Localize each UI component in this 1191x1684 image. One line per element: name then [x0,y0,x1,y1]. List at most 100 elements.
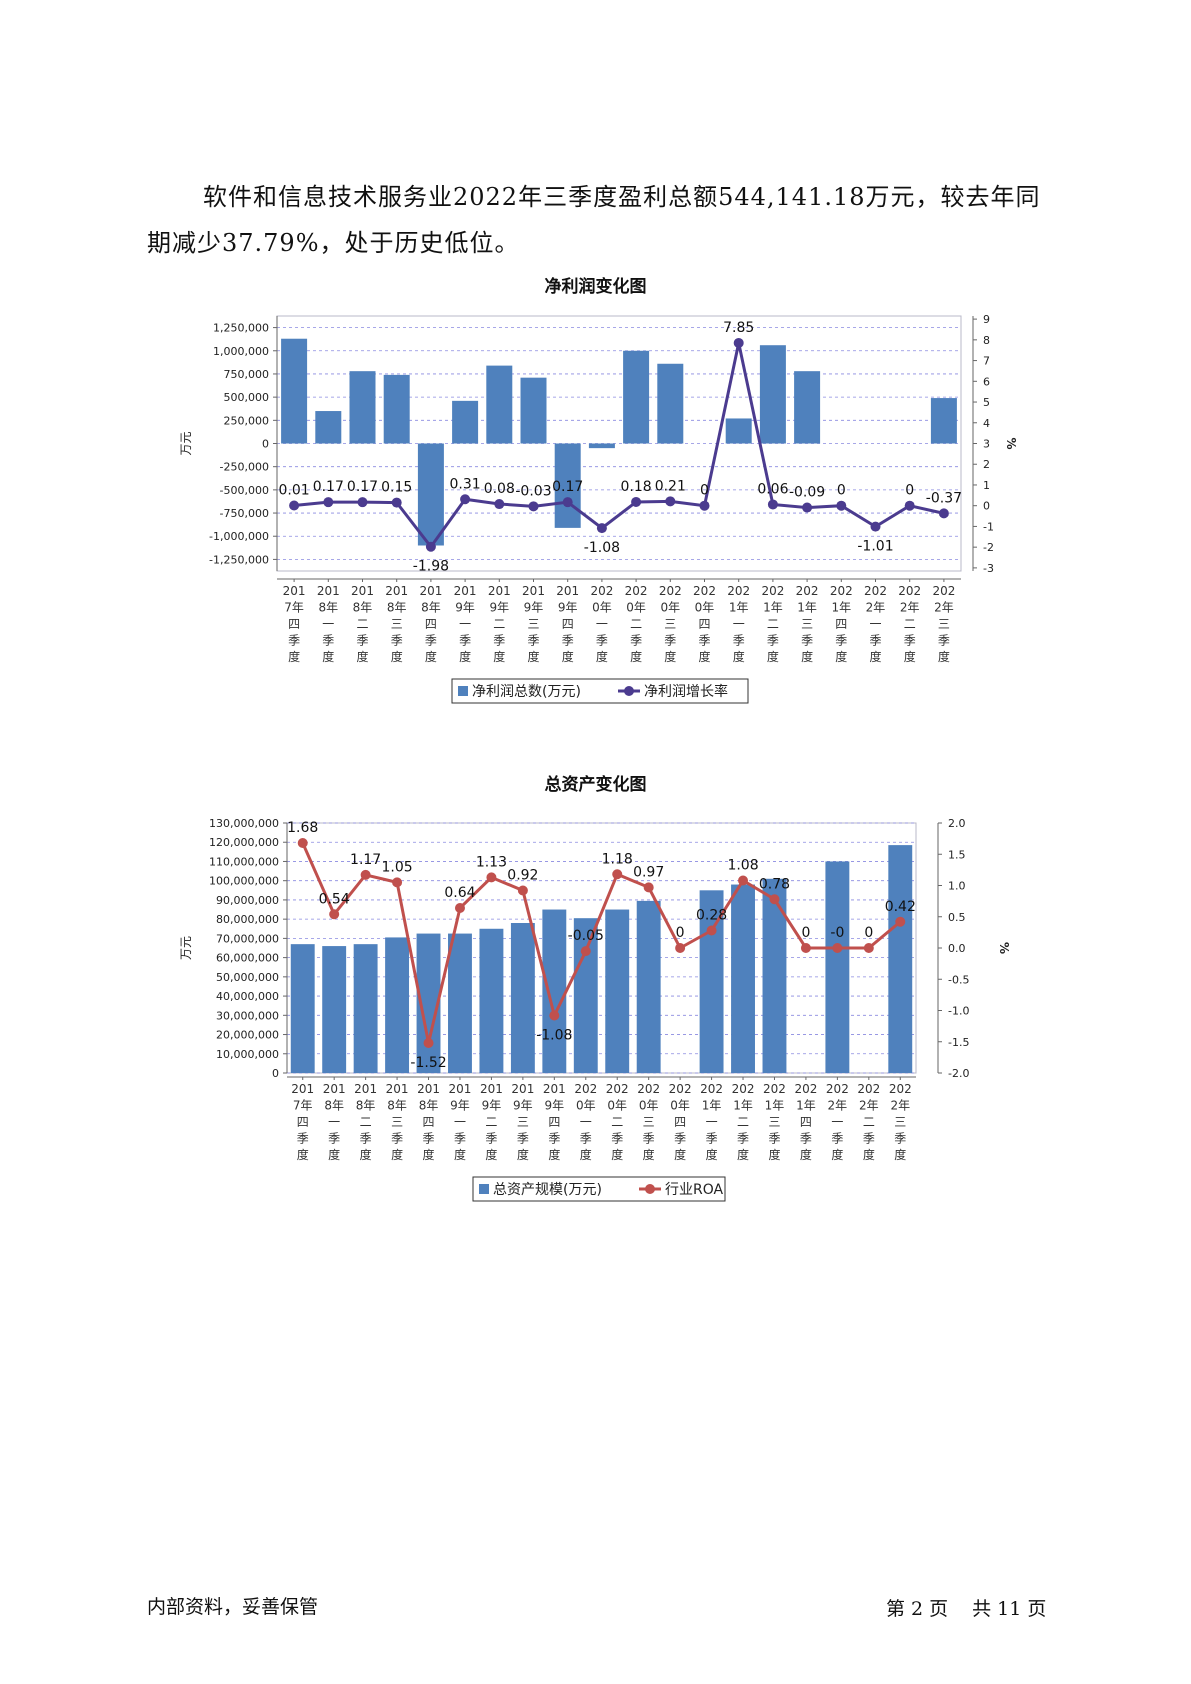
x-tick-label: 1年 [765,1099,785,1113]
x-tick-label: 度 [706,1147,718,1162]
legend-box [451,678,749,704]
line-point [392,877,403,888]
left-tick-label: 10,000,000 [216,1048,279,1061]
line-point [836,500,847,511]
x-tick-label: 8年 [421,601,441,615]
data-label: 0.78 [759,876,790,892]
x-tick-label: 度 [894,1147,906,1162]
x-tick-label: 季 [835,634,847,648]
intro-text: 软件和信息技术服务业2022年三季度盈利总额544,141.18万元，较去年同期… [147,183,1041,257]
data-label: 1.68 [287,820,318,836]
x-tick-label: 季 [328,1132,340,1146]
bar [486,365,513,444]
x-tick-label: 二 [863,1115,875,1129]
data-label: 1.05 [381,859,412,875]
x-tick-label: 一 [831,1115,843,1129]
bar [452,400,479,444]
left-axis-title: 万元 [179,431,193,455]
x-tick-label: 201 [317,584,340,598]
x-tick-label: 季 [894,1132,906,1146]
bar [349,371,376,444]
x-tick-label: 度 [391,649,403,664]
x-tick-label: 202 [732,1082,755,1096]
right-tick-label: -0.5 [948,973,969,986]
right-tick-label: -1.5 [948,1036,969,1049]
x-tick-label: 一 [322,617,334,631]
x-tick-label: 季 [360,1132,372,1146]
data-label: -1.98 [413,559,449,575]
x-tick-label: 一 [459,617,471,631]
data-label: 1.08 [727,858,758,874]
x-tick-label: 季 [391,634,403,648]
x-tick-label: 三 [894,1115,906,1129]
total-label-1: 共 [972,1598,992,1620]
bar [623,350,650,444]
x-tick-label: 四 [674,1115,686,1129]
line-point [454,903,465,913]
bar [888,845,913,1073]
x-tick-label: 季 [643,1132,655,1146]
data-label: -0.05 [568,928,604,944]
right-tick-label: -2.0 [948,1067,969,1080]
left-tick-label: 1,250,000 [213,322,269,335]
x-tick-label: 季 [800,1132,812,1146]
data-label: -0 [830,925,844,941]
x-tick-label: 四 [548,1115,560,1129]
x-tick-label: 1年 [831,601,851,615]
right-tick-label: 9 [983,313,990,326]
bar [725,418,752,444]
x-tick-label: 201 [419,584,442,598]
x-tick-label: 季 [459,634,471,648]
total-label-2: 页 [1027,1598,1047,1620]
data-label: 0 [676,925,685,941]
x-tick-label: 201 [291,1082,314,1096]
x-tick-label: 二 [611,1115,623,1129]
x-tick-label: 季 [297,1132,309,1146]
x-tick-label: 202 [889,1082,912,1096]
line-point [832,943,843,953]
right-tick-label: 4 [983,417,990,430]
x-tick-label: 季 [527,634,539,648]
left-tick-label: 70,000,000 [216,932,279,945]
line-point [675,943,686,953]
bar [794,371,821,444]
x-tick-label: 四 [698,617,710,631]
x-tick-label: 度 [611,1147,623,1162]
line-point [904,500,915,511]
left-tick-label: 90,000,000 [216,894,279,907]
right-tick-label: -1.0 [948,1005,969,1018]
x-tick-label: 202 [727,584,750,598]
x-tick-label: 度 [423,1147,435,1162]
right-tick-label: 1 [983,479,990,492]
x-tick-label: 一 [733,617,745,631]
x-tick-label: 度 [737,1147,749,1162]
x-tick-label: 1年 [796,1099,816,1113]
x-tick-label: 9年 [450,1099,470,1113]
line-point [289,500,300,511]
x-tick-label: 度 [391,1147,403,1162]
x-tick-label: 度 [664,649,676,664]
data-label: 0.28 [696,908,727,924]
legend-bar-swatch [458,686,468,696]
x-tick-label: 度 [297,1147,309,1162]
x-tick-label: 度 [801,649,813,664]
x-tick-label: 季 [664,634,676,648]
x-tick-label: 201 [543,1082,566,1096]
bar [636,900,661,1073]
left-tick-label: -250,000 [220,461,269,474]
left-tick-label: 60,000,000 [216,952,279,965]
line-point [323,497,334,508]
x-tick-label: 度 [863,1147,875,1162]
bar [416,933,441,1073]
right-tick-label: 0 [983,500,990,513]
x-tick-label: 8年 [387,1099,407,1113]
x-tick-label: 季 [863,1132,875,1146]
x-tick-label: 9年 [482,1099,502,1113]
x-tick-label: 度 [425,649,437,664]
x-tick-label: 201 [386,1082,409,1096]
x-tick-label: 度 [459,649,471,664]
x-tick-label: 度 [596,649,608,664]
data-label: 0.18 [621,479,652,495]
line-point [870,521,881,532]
line-point [733,337,744,348]
